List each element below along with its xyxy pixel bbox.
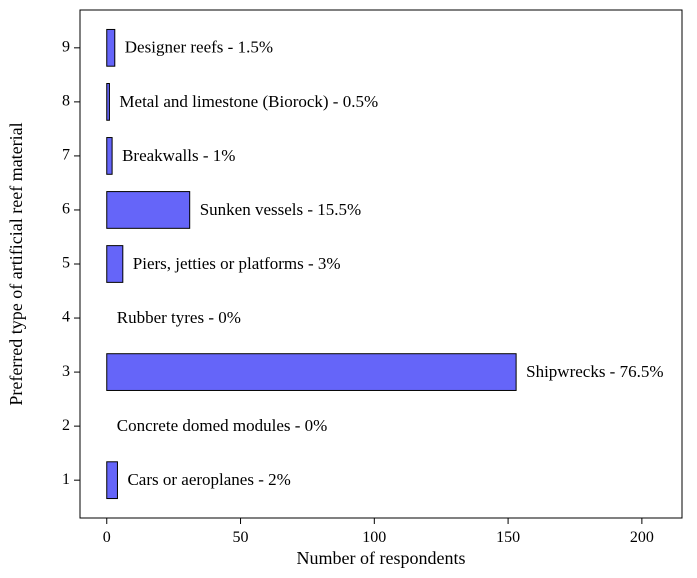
bar	[107, 246, 123, 283]
bar-label: Breakwalls - 1%	[122, 146, 235, 165]
svg-text:5: 5	[62, 255, 70, 272]
bar-label: Concrete domed modules - 0%	[117, 416, 328, 435]
svg-text:100: 100	[362, 529, 386, 546]
x-axis-title: Number of respondents	[297, 548, 466, 568]
bar	[107, 192, 190, 229]
bar	[107, 29, 115, 66]
svg-text:6: 6	[62, 201, 70, 218]
svg-text:1: 1	[62, 471, 70, 488]
bar	[107, 138, 112, 175]
svg-text:0: 0	[103, 529, 111, 546]
svg-text:150: 150	[496, 529, 520, 546]
svg-text:2: 2	[62, 417, 70, 434]
svg-text:3: 3	[62, 363, 70, 380]
svg-text:50: 50	[233, 529, 249, 546]
bar	[107, 354, 516, 391]
bar-label: Shipwrecks - 76.5%	[526, 362, 663, 381]
bar-label: Metal and limestone (Biorock) - 0.5%	[119, 92, 378, 111]
chart-svg: 0 50 100 150 200 1 2 3 4 5 6 7 8 9 Cars or aeroplanes …	[0, 0, 697, 578]
svg-text:9: 9	[62, 39, 70, 56]
bar-label: Designer reefs - 1.5%	[125, 38, 273, 57]
svg-text:200: 200	[630, 529, 654, 546]
bar	[107, 83, 110, 120]
y-axis-title: Preferred type of artificial reef materi…	[6, 122, 26, 405]
bar-label: Piers, jetties or platforms - 3%	[133, 254, 341, 273]
svg-text:4: 4	[62, 309, 70, 326]
chart-container: 0 50 100 150 200 1 2 3 4 5 6 7 8 9 Cars or aeroplanes …	[0, 0, 697, 578]
bar-label: Sunken vessels - 15.5%	[200, 200, 361, 219]
bar-label: Rubber tyres - 0%	[117, 308, 241, 327]
bar-label: Cars or aeroplanes - 2%	[127, 470, 290, 489]
svg-text:7: 7	[62, 147, 70, 164]
bar	[107, 462, 118, 499]
svg-text:8: 8	[62, 93, 70, 110]
